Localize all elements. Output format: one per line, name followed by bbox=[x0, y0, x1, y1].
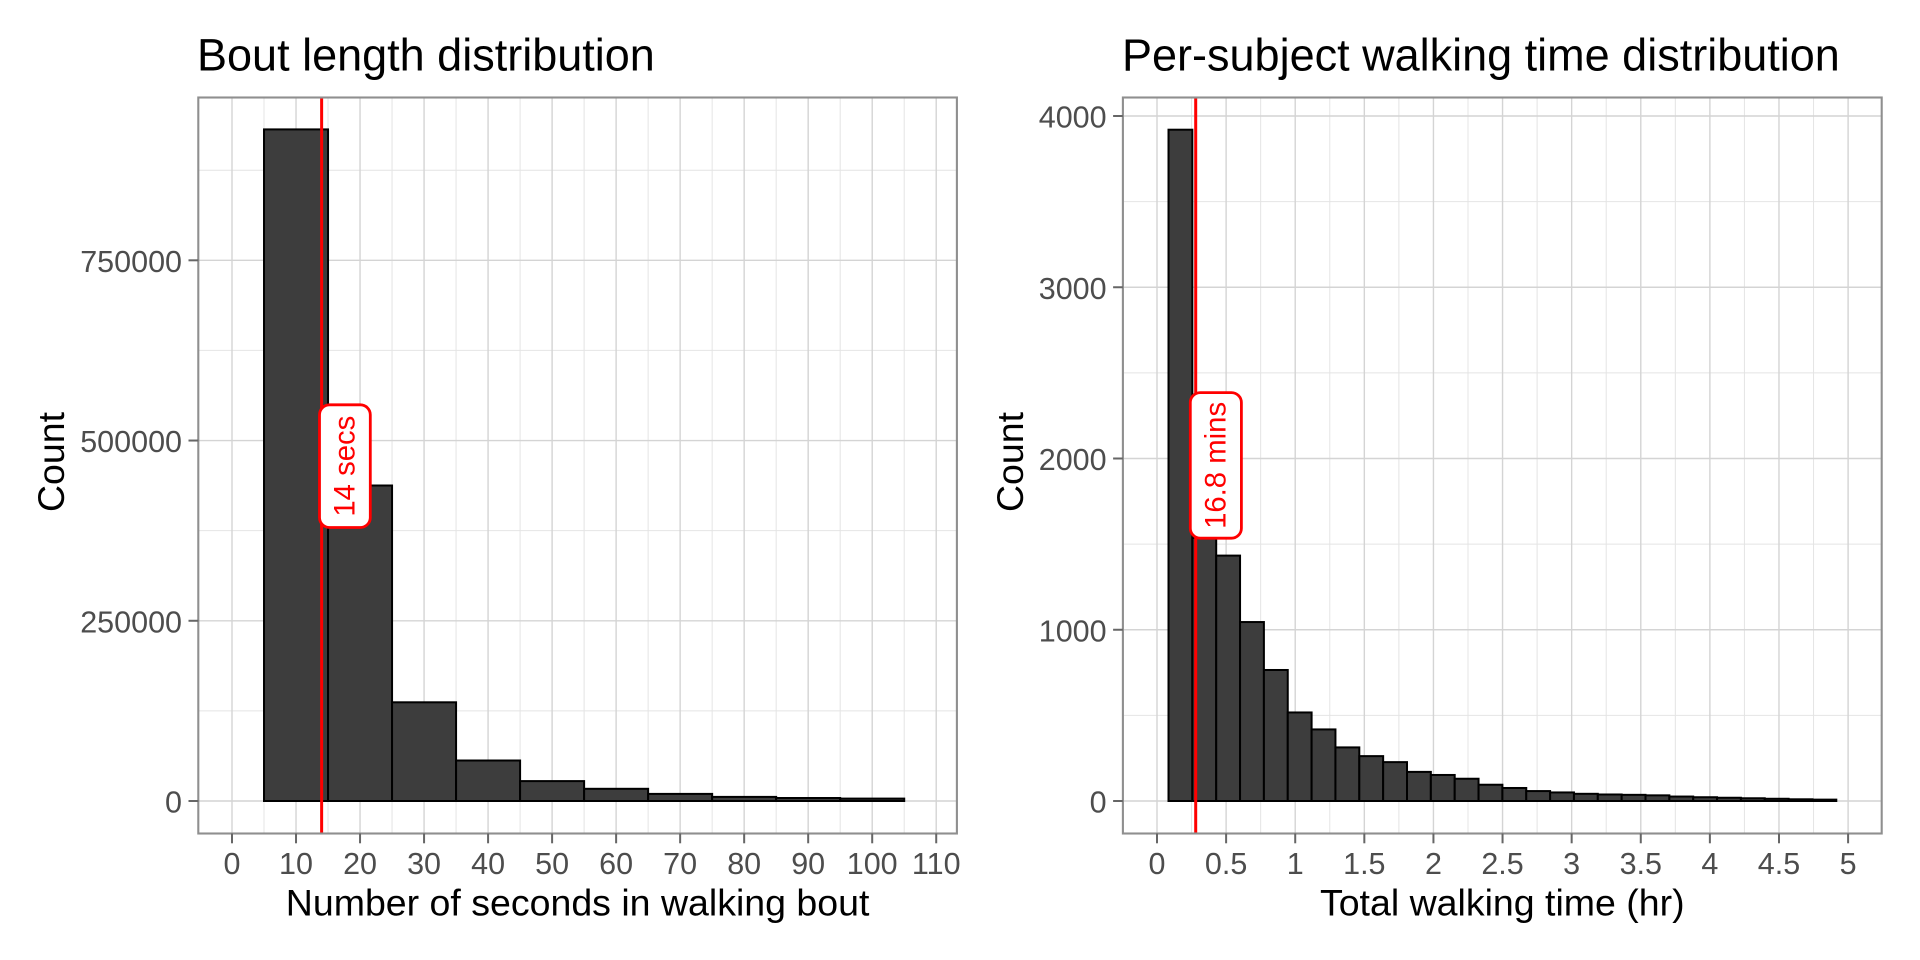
svg-text:4: 4 bbox=[1701, 847, 1718, 881]
svg-text:110: 110 bbox=[912, 847, 961, 881]
svg-text:0: 0 bbox=[1090, 786, 1107, 820]
svg-text:1000: 1000 bbox=[1039, 614, 1107, 648]
svg-text:0: 0 bbox=[224, 847, 241, 881]
svg-text:Count: Count bbox=[30, 411, 72, 512]
svg-text:Count: Count bbox=[989, 411, 1031, 512]
svg-text:80: 80 bbox=[727, 847, 761, 881]
svg-text:Total walking time (hr): Total walking time (hr) bbox=[1320, 881, 1685, 923]
svg-text:1: 1 bbox=[1287, 847, 1304, 881]
svg-text:Bout length distribution: Bout length distribution bbox=[197, 29, 655, 80]
svg-text:750000: 750000 bbox=[80, 245, 182, 279]
svg-text:16.8 mins: 16.8 mins bbox=[1199, 402, 1232, 529]
svg-text:40: 40 bbox=[471, 847, 505, 881]
svg-text:2000: 2000 bbox=[1039, 443, 1107, 477]
svg-text:2: 2 bbox=[1425, 847, 1442, 881]
svg-text:14 secs: 14 secs bbox=[328, 416, 361, 517]
svg-text:3000: 3000 bbox=[1039, 272, 1107, 306]
svg-text:100: 100 bbox=[847, 847, 898, 881]
svg-text:0.5: 0.5 bbox=[1205, 847, 1247, 881]
svg-text:60: 60 bbox=[599, 847, 633, 881]
svg-text:0: 0 bbox=[1149, 847, 1166, 881]
svg-text:90: 90 bbox=[791, 847, 825, 881]
svg-text:500000: 500000 bbox=[80, 425, 182, 459]
svg-text:50: 50 bbox=[535, 847, 569, 881]
svg-text:1.5: 1.5 bbox=[1343, 847, 1385, 881]
svg-text:5: 5 bbox=[1840, 847, 1857, 881]
svg-text:Number of seconds in walking b: Number of seconds in walking bout bbox=[286, 881, 870, 923]
svg-text:70: 70 bbox=[663, 847, 697, 881]
svg-text:250000: 250000 bbox=[80, 605, 182, 639]
svg-text:Per-subject walking time distr: Per-subject walking time distribution bbox=[1122, 29, 1840, 80]
svg-text:3: 3 bbox=[1563, 847, 1580, 881]
svg-text:10: 10 bbox=[279, 847, 313, 881]
svg-text:2.5: 2.5 bbox=[1481, 847, 1523, 881]
svg-text:0: 0 bbox=[165, 786, 182, 820]
svg-text:3.5: 3.5 bbox=[1620, 847, 1662, 881]
svg-text:4000: 4000 bbox=[1039, 101, 1107, 135]
svg-text:20: 20 bbox=[343, 847, 377, 881]
svg-text:30: 30 bbox=[407, 847, 441, 881]
svg-text:4.5: 4.5 bbox=[1758, 847, 1800, 881]
